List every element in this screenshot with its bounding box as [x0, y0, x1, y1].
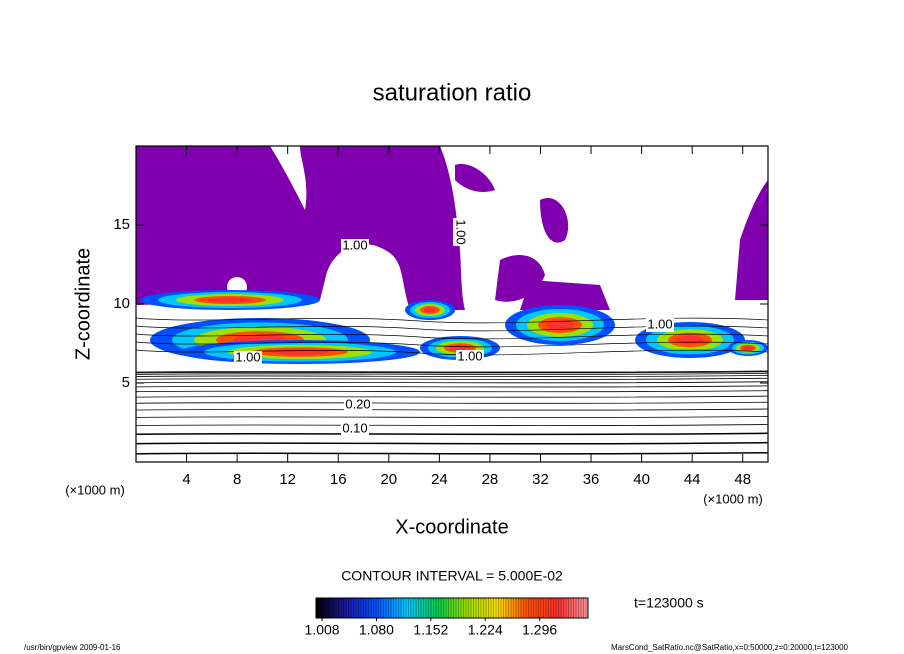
contour-label-bg [646, 318, 674, 332]
x-tick-label: 16 [330, 471, 347, 488]
contour-line [135, 416, 769, 418]
contour-line [135, 390, 769, 393]
contour-line [135, 408, 769, 411]
contour-line [135, 395, 769, 398]
contour-label-bg [453, 218, 467, 246]
colorbar-tick-label: 1.008 [305, 622, 340, 638]
y-tick-label: 5 [122, 374, 130, 391]
contour-line [135, 401, 769, 404]
contour-line [135, 375, 769, 378]
contour-label: 1.00 [454, 219, 469, 244]
contour-label-bg [341, 422, 369, 436]
colorbar-tick-label: 1.224 [468, 622, 503, 638]
contour-line [135, 377, 769, 380]
colorbar [315, 597, 589, 619]
y-tick-label: 15 [113, 216, 130, 233]
contour-label: 0.20 [345, 396, 370, 411]
contour-label: 1.00 [342, 237, 367, 252]
shaded-region [136, 146, 465, 310]
contour-line [135, 385, 769, 388]
contour-label: 1.00 [457, 348, 482, 363]
x-tick-label: 44 [684, 471, 701, 488]
contour-line [135, 424, 769, 427]
shaded-cell [270, 349, 330, 355]
contour-label: 1.00 [647, 316, 672, 331]
chart-title: saturation ratio [373, 79, 532, 106]
contour-line [135, 370, 769, 373]
colorbar-tick-label: 1.080 [359, 622, 394, 638]
field [135, 146, 769, 455]
x-axis-label: X-coordinate [395, 516, 508, 538]
x-tick-label: 32 [532, 471, 549, 488]
shaded-region [455, 164, 768, 310]
shaded-cell [546, 320, 574, 330]
x-tick-label: 4 [182, 471, 190, 488]
contour-line [135, 432, 769, 436]
contour-line [135, 441, 769, 445]
contour-label-bg [344, 398, 372, 412]
shaded-cell [743, 346, 753, 350]
contour-line [135, 333, 769, 340]
y-unit: (×1000 m) [65, 482, 125, 497]
x-tick-label: 36 [583, 471, 600, 488]
shaded-cell [423, 307, 437, 313]
contour-line [135, 381, 769, 384]
time-label: t=123000 s [634, 595, 704, 611]
contour-label: 0.10 [342, 420, 367, 435]
contour-line [135, 341, 769, 348]
x-tick-label: 24 [431, 471, 448, 488]
contour-label: 1.00 [235, 349, 260, 364]
contour-line [135, 452, 769, 455]
shaded-cell [207, 297, 253, 303]
x-tick-label: 20 [380, 471, 397, 488]
x-tick-label: 12 [279, 471, 296, 488]
x-tick-label: 40 [633, 471, 650, 488]
x-unit: (×1000 m) [703, 491, 763, 506]
y-tick-label: 10 [113, 295, 130, 312]
colorbar-tick-label: 1.152 [413, 622, 448, 638]
contour-interval: CONTOUR INTERVAL = 5.000E-02 [341, 568, 563, 584]
footer-right: MarsCond_SatRatio.nc@SatRatio,x=0:50000,… [611, 643, 849, 652]
contour-line [135, 372, 769, 375]
contour-label-bg [234, 351, 262, 365]
shaded-cell [676, 335, 704, 345]
footer-left: /usr/bin/gpview 2009-01-16 [24, 643, 121, 652]
contour-line [135, 371, 769, 374]
y-axis-label: Z-coordinate [72, 248, 94, 360]
colorbar-tick-label: 1.296 [522, 622, 557, 638]
x-tick-label: 28 [482, 471, 499, 488]
contour-label-bg [456, 350, 484, 364]
x-tick-label: 8 [233, 471, 241, 488]
contour-line [135, 349, 769, 356]
x-tick-label: 48 [734, 471, 751, 488]
contour-label-bg [341, 239, 369, 253]
